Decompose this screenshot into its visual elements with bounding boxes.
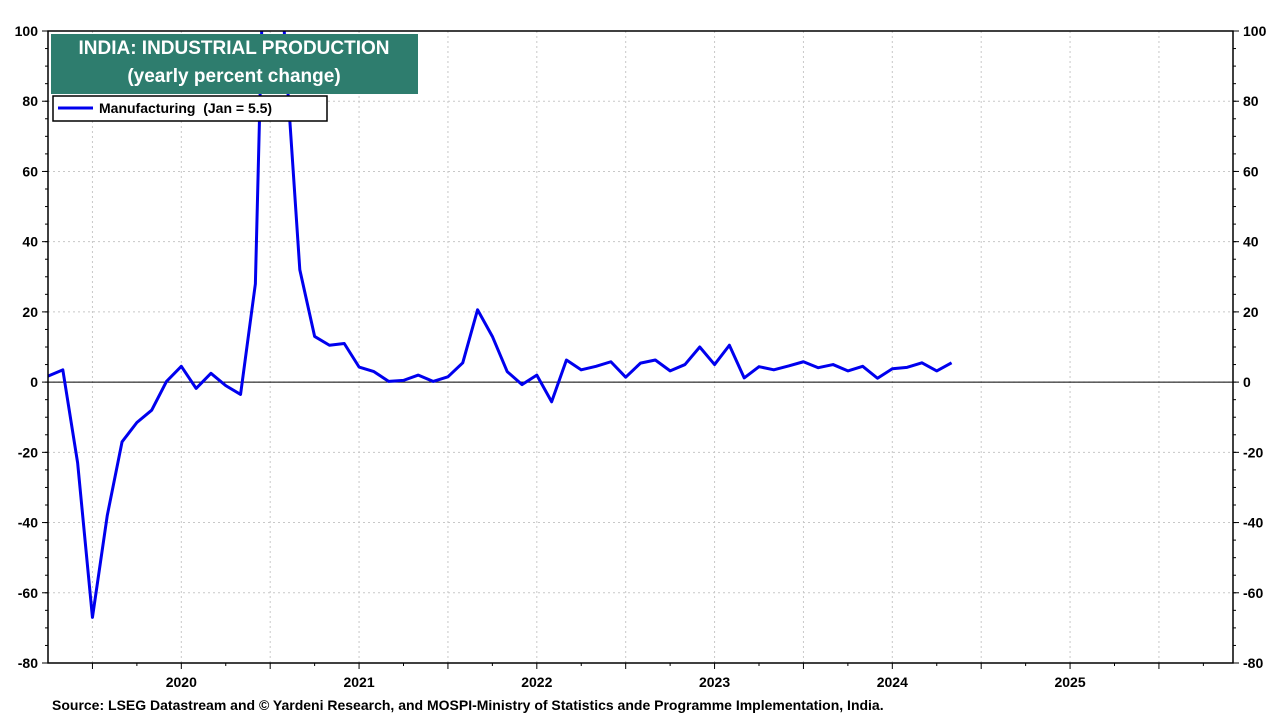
source-note: Source: LSEG Datastream and © Yardeni Re… [52,697,884,713]
y-tick-label-left: 20 [22,304,38,320]
x-tick-label: 2024 [877,674,908,690]
plot-border [47,30,1234,664]
x-tick-label: 2023 [699,674,730,690]
legend-label-manufacturing: Manufacturing (Jan = 5.5) [99,100,272,116]
y-tick-label-right: 40 [1243,234,1259,250]
y-tick-label-left: -80 [18,655,38,671]
x-tick-label: 2021 [343,674,374,690]
y-tick-label-left: 80 [22,93,38,109]
y-tick-label-right: 60 [1243,163,1259,179]
y-tick-label-left: 40 [22,234,38,250]
y-tick-label-right: -40 [1243,515,1263,531]
x-tick-label: 2025 [1054,674,1085,690]
y-tick-label-left: -40 [18,515,38,531]
grid [48,31,1233,663]
y-tick-label-right: 100 [1243,23,1267,39]
y-tick-label-right: 0 [1243,374,1251,390]
series-line-manufacturing [48,31,953,619]
y-tick-label-left: -60 [18,585,38,601]
y-tick-label-right: -80 [1243,655,1263,671]
title-box: INDIA: INDUSTRIAL PRODUCTION (yearly per… [51,34,418,94]
legend: Manufacturing (Jan = 5.5) [52,95,328,122]
y-tick-label-right: 20 [1243,304,1259,320]
y-tick-label-left: 0 [30,374,38,390]
plot-area [48,31,1233,663]
y-tick-label-right: -20 [1243,444,1263,460]
x-tick-label: 2022 [521,674,552,690]
y-tick-label-right: 80 [1243,93,1259,109]
y-tick-label-left: 100 [15,23,39,39]
x-tick-label: 2020 [166,674,197,690]
series-layer [48,31,953,619]
y-tick-label-left: 60 [22,163,38,179]
chart-title: INDIA: INDUSTRIAL PRODUCTION [78,38,389,59]
y-tick-label-left: -20 [18,444,38,460]
y-tick-label-right: -60 [1243,585,1263,601]
chart-subtitle: (yearly percent change) [127,66,340,87]
